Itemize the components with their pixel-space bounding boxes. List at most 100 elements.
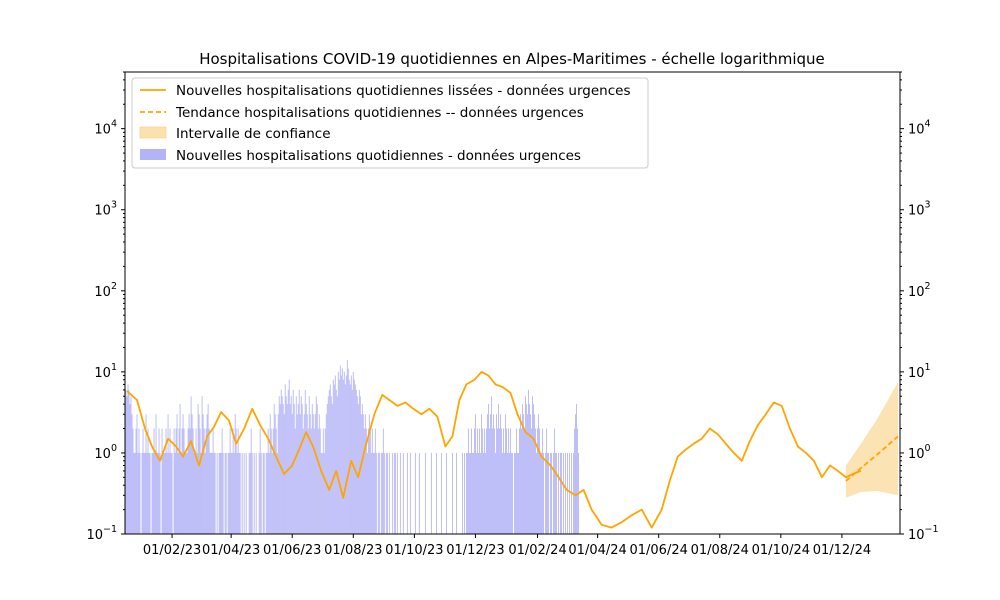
bar — [349, 384, 351, 534]
bar — [231, 452, 233, 534]
x-tick-label: 01/02/24 — [508, 543, 566, 558]
bar — [307, 428, 309, 534]
bar — [517, 452, 518, 534]
bar — [470, 452, 471, 534]
bar — [345, 375, 347, 534]
bar — [225, 452, 227, 534]
x-tick-label: 01/06/23 — [263, 543, 321, 558]
bar — [489, 428, 490, 534]
bar — [563, 452, 564, 534]
bar — [305, 404, 307, 534]
bar — [233, 452, 235, 534]
bar — [554, 428, 555, 534]
bar — [249, 452, 251, 534]
bar — [166, 452, 168, 534]
bar — [131, 414, 133, 534]
bar — [409, 452, 411, 534]
bar — [273, 404, 275, 534]
bar — [498, 404, 499, 534]
bar — [171, 452, 173, 534]
bar — [165, 428, 167, 534]
bar — [333, 384, 335, 534]
bar — [414, 452, 416, 534]
bar — [466, 452, 467, 534]
bar — [396, 452, 398, 534]
bar — [253, 452, 255, 534]
bar — [262, 452, 264, 534]
bar — [471, 428, 472, 534]
y-tick-label-left: 102 — [94, 281, 117, 300]
bar — [238, 452, 240, 534]
bar — [156, 452, 158, 534]
bar — [300, 396, 302, 534]
bar — [452, 452, 453, 534]
bar — [339, 365, 341, 534]
bar — [265, 452, 267, 534]
bar — [187, 428, 189, 534]
bar — [382, 428, 384, 534]
bar — [424, 452, 426, 534]
bar — [173, 428, 175, 534]
bar — [136, 414, 138, 534]
bar — [270, 428, 272, 534]
bar — [362, 414, 364, 534]
bar — [326, 404, 328, 534]
bar — [260, 452, 262, 534]
bar — [275, 428, 277, 534]
bar — [237, 428, 239, 534]
bar — [558, 452, 559, 534]
bar — [161, 428, 163, 534]
bar — [205, 428, 207, 534]
legend-label-confidence: Intervalle de confiance — [176, 126, 331, 142]
bar — [228, 452, 230, 534]
bar — [496, 414, 497, 534]
bar — [561, 452, 562, 534]
legend-label-trend: Tendance hospitalisations quotidiennes -… — [175, 105, 584, 121]
bar — [178, 428, 180, 534]
bar — [133, 452, 135, 534]
legend-frame — [131, 77, 649, 169]
x-tick-label: 01/04/23 — [202, 543, 260, 558]
bar — [285, 396, 287, 534]
y-tick-label-right: 10−1 — [908, 524, 939, 543]
bar — [214, 452, 216, 534]
bar — [542, 428, 543, 534]
bar — [296, 414, 298, 534]
bar — [385, 452, 387, 534]
bar — [288, 379, 290, 534]
bar — [306, 414, 308, 534]
bar — [222, 452, 224, 534]
bar — [346, 360, 348, 534]
bar — [364, 414, 366, 534]
bar — [169, 428, 171, 534]
bar — [248, 452, 250, 534]
bar — [145, 414, 147, 534]
bar — [141, 452, 143, 534]
bar — [519, 428, 520, 534]
bar — [268, 452, 270, 534]
bar — [539, 428, 540, 534]
bar — [468, 428, 469, 534]
bar — [435, 452, 437, 534]
x-tick-label: 01/08/24 — [691, 543, 749, 558]
bar — [322, 428, 324, 534]
bar — [316, 404, 318, 534]
legend: Nouvelles hospitalisations quotidiennes … — [131, 77, 649, 169]
bar — [480, 452, 481, 534]
bar — [394, 452, 396, 534]
bar — [162, 452, 164, 534]
bar — [357, 404, 359, 534]
bar — [523, 414, 524, 534]
bar — [235, 428, 237, 534]
bar — [224, 452, 226, 534]
bar — [195, 428, 197, 534]
bar — [125, 389, 127, 534]
bar — [494, 428, 495, 534]
bar — [220, 452, 222, 534]
bar — [518, 452, 519, 534]
bar — [534, 414, 535, 534]
bar — [284, 384, 286, 534]
bar — [199, 428, 201, 534]
bar — [503, 428, 504, 534]
bar — [177, 452, 179, 534]
